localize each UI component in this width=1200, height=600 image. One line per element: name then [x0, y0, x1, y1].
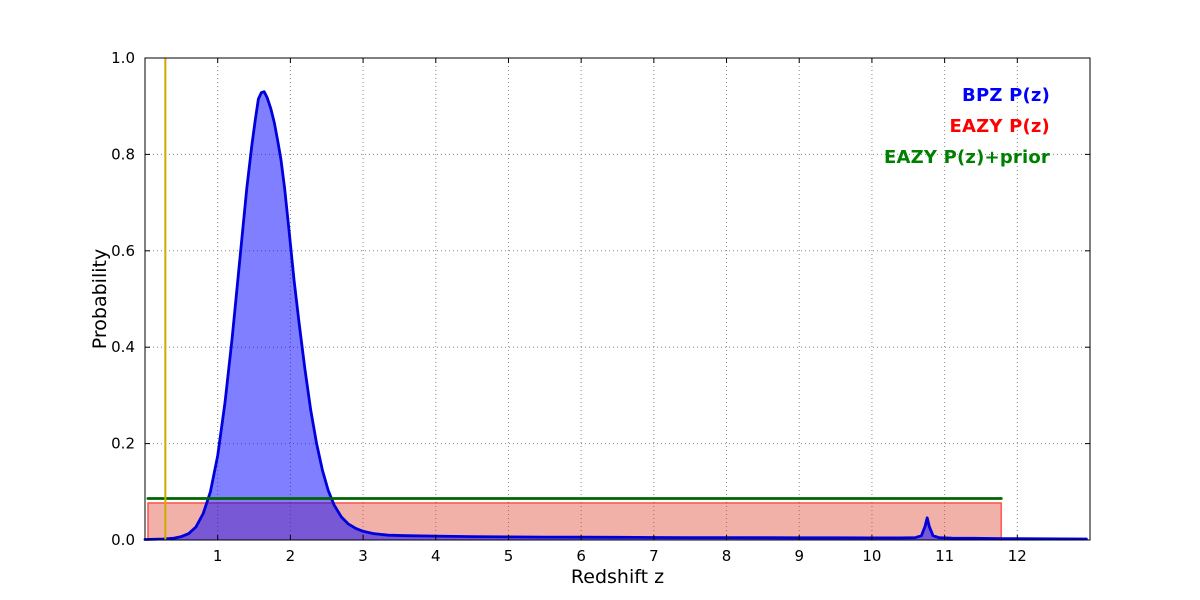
- x-tick-label: 8: [722, 547, 732, 565]
- legend-entry-1: EAZY P(z): [949, 116, 1050, 137]
- legend-entry-2: EAZY P(z)+prior: [884, 147, 1050, 168]
- x-tick-label: 2: [286, 547, 296, 565]
- legend-entry-0: BPZ P(z): [962, 85, 1050, 106]
- legend: BPZ P(z) EAZY P(z) EAZY P(z)+prior: [884, 80, 1050, 173]
- x-tick-label: 1: [213, 547, 223, 565]
- y-tick-label: 1.0: [111, 49, 135, 67]
- x-tick-label: 7: [649, 547, 659, 565]
- x-axis-label: Redshift z: [570, 566, 665, 588]
- plot-frame: [144, 57, 1091, 541]
- y-axis-label: Probability: [89, 248, 111, 350]
- x-tick-label: 4: [431, 547, 441, 565]
- x-tick-label: 9: [794, 547, 804, 565]
- x-tick-label: 5: [504, 547, 514, 565]
- x-tick-label: 6: [576, 547, 586, 565]
- series-bpz-p-z--line: [143, 90, 1088, 541]
- y-tick-label: 0.6: [111, 242, 135, 260]
- series-bpz-p-z--fill: [145, 91, 1087, 540]
- series-eazy-p-z--line: [147, 502, 1003, 541]
- y-tick-label: 0.0: [111, 531, 135, 549]
- y-tick-label: 0.8: [111, 145, 135, 163]
- x-tick-label: 11: [935, 547, 954, 565]
- y-tick-label: 0.2: [111, 435, 135, 453]
- y-tick-label: 0.4: [111, 338, 135, 356]
- x-tick-label: 10: [862, 547, 881, 565]
- x-tick-label: 3: [358, 547, 368, 565]
- x-tick-label: 12: [1008, 547, 1027, 565]
